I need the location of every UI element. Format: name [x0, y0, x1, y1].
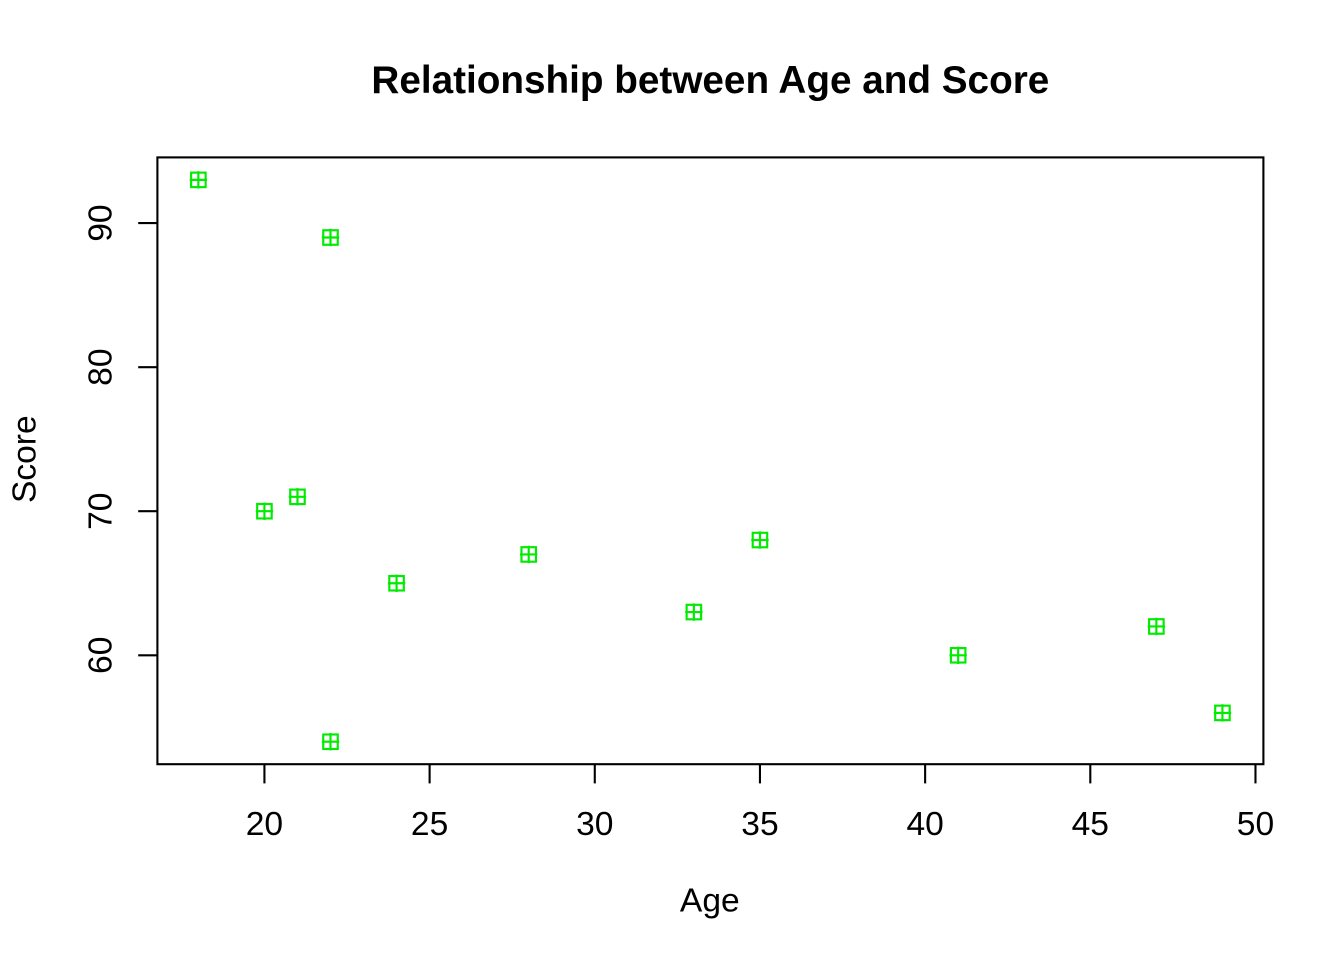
svg-text:35: 35 — [741, 806, 778, 843]
svg-text:45: 45 — [1072, 806, 1109, 843]
svg-text:Age: Age — [680, 882, 740, 919]
svg-text:Score: Score — [6, 415, 43, 503]
svg-text:Relationship between Age and S: Relationship between Age and Score — [371, 59, 1049, 102]
svg-text:30: 30 — [576, 806, 613, 843]
svg-text:25: 25 — [411, 806, 448, 843]
svg-text:20: 20 — [246, 806, 283, 843]
svg-text:70: 70 — [83, 493, 120, 530]
svg-text:40: 40 — [906, 806, 943, 843]
svg-text:60: 60 — [83, 637, 120, 674]
svg-text:90: 90 — [83, 204, 120, 241]
svg-text:50: 50 — [1237, 806, 1274, 843]
svg-text:80: 80 — [83, 348, 120, 385]
